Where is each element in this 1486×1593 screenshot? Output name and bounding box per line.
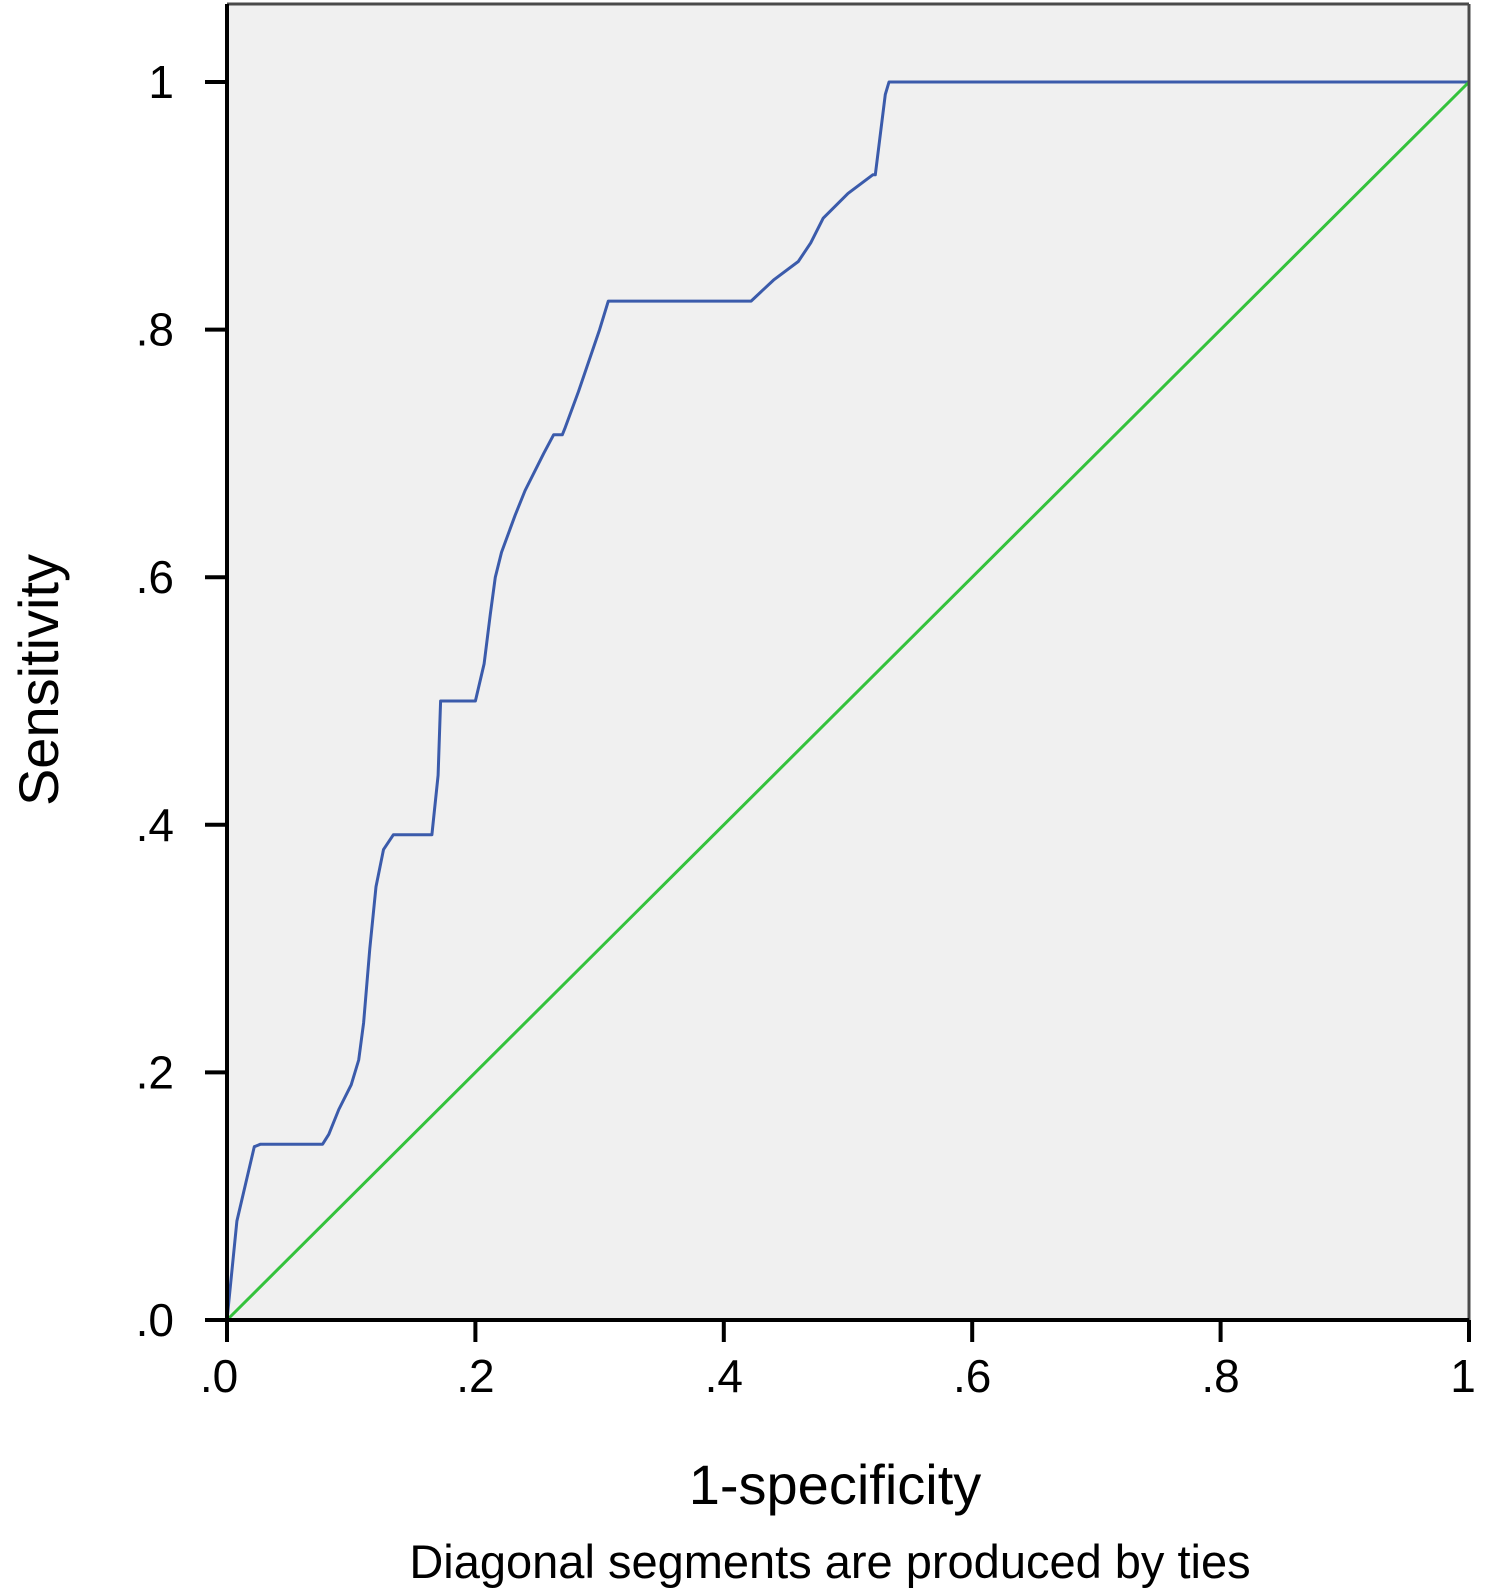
y-tick-label: .8: [136, 304, 174, 356]
series-layer: [225, 80, 1471, 1322]
x-tick-label: .0: [200, 1350, 238, 1402]
x-tick-label: .4: [705, 1350, 743, 1402]
reference-diagonal-line: [225, 80, 1471, 1322]
y-tick-label: .4: [136, 799, 174, 851]
y-axis-title: Sensitivity: [7, 554, 70, 806]
roc-curve-line: [225, 80, 1469, 1321]
x-ticks-layer: .0 .2 .4 .6 .8 1: [200, 1320, 1476, 1402]
footnote: Diagonal segments are produced by ties: [409, 1535, 1250, 1588]
x-axis-title: 1-specificity: [689, 1453, 982, 1516]
y-tick-label: 1: [148, 56, 174, 108]
x-tick-label: 1: [1450, 1350, 1476, 1402]
x-tick-label: .2: [456, 1350, 494, 1402]
y-tick-label: .6: [136, 551, 174, 603]
y-tick-label: .2: [136, 1046, 174, 1098]
y-ticks-layer: .0 .2 .4 .6 .8 1: [136, 56, 227, 1346]
y-tick-label: .0: [136, 1294, 174, 1346]
x-tick-label: .8: [1201, 1350, 1239, 1402]
plot-area-background: [227, 4, 1469, 1320]
x-tick-label: .6: [953, 1350, 991, 1402]
